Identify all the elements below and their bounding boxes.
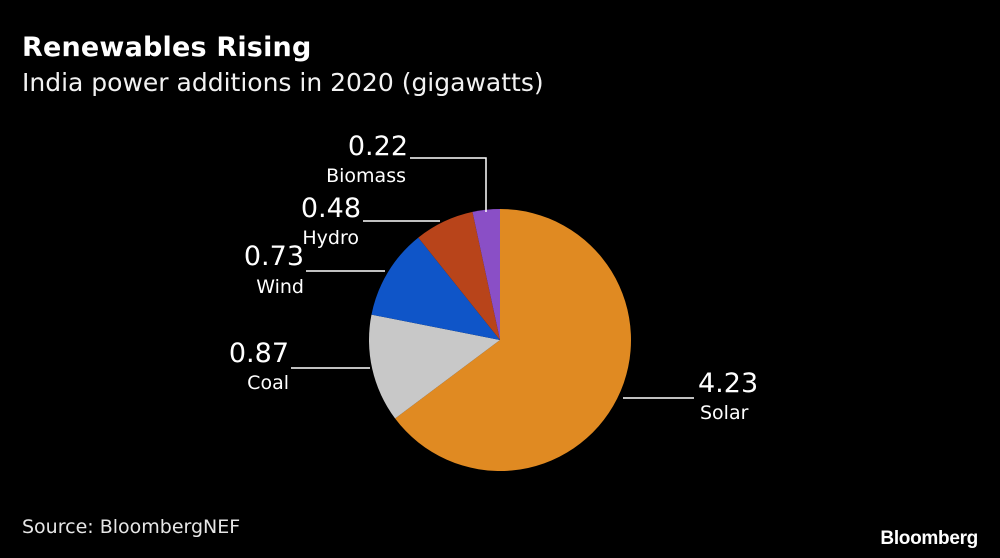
value-label-biomass: 0.22 xyxy=(348,131,408,162)
bloomberg-logo: Bloomberg xyxy=(880,528,978,549)
slice-biomass xyxy=(472,209,500,340)
category-label-hydro: Hydro xyxy=(302,227,359,249)
source-note: Source: BloombergNEF xyxy=(22,516,241,538)
pie-slices xyxy=(369,209,631,471)
category-label-coal: Coal xyxy=(247,372,289,394)
category-label-biomass: Biomass xyxy=(326,165,406,187)
value-label-wind: 0.73 xyxy=(244,241,304,272)
slice-coal xyxy=(369,314,500,419)
category-label-wind: Wind xyxy=(256,276,304,298)
value-label-hydro: 0.48 xyxy=(301,193,361,224)
leader-lines xyxy=(291,157,694,399)
slice-wind xyxy=(371,237,500,340)
chart-title: Renewables Rising xyxy=(22,32,312,63)
leader-line-biomass xyxy=(410,157,487,212)
value-label-solar: 4.23 xyxy=(698,368,758,399)
slice-solar xyxy=(395,209,631,471)
slice-labels: 4.23 Solar 0.87 Coal 0.73 Wind 0.48 Hydro 0.22 Bi… xyxy=(229,131,758,424)
chart-subtitle: India power additions in 2020 (gigawatts… xyxy=(22,68,544,97)
slice-hydro xyxy=(418,211,500,340)
value-label-coal: 0.87 xyxy=(229,338,289,369)
category-label-solar: Solar xyxy=(700,402,749,424)
